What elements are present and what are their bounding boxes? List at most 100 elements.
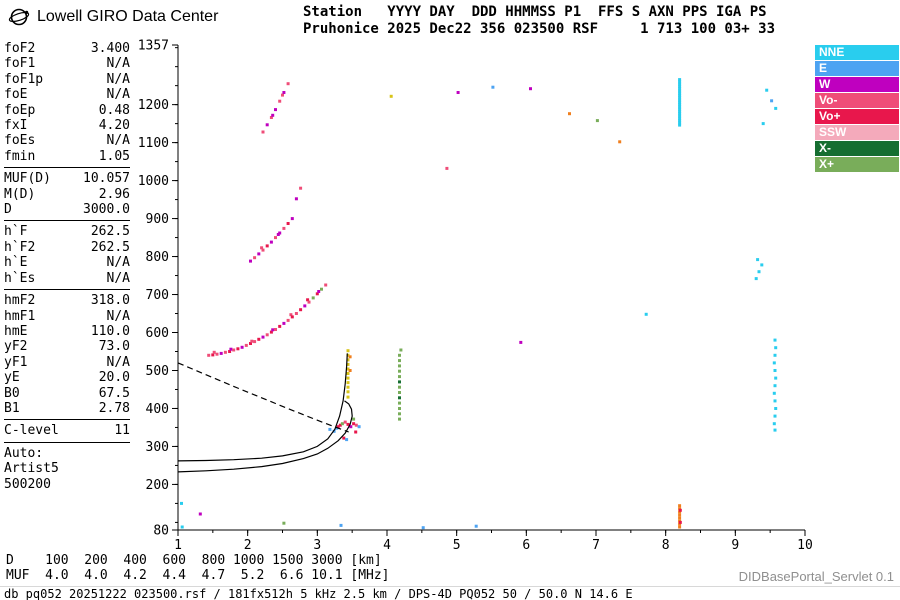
y-tick-label: 80 [153,524,169,539]
param-label: fxI [4,118,28,134]
giro-logo-icon [8,8,30,26]
y-tick-label: 1100 [138,136,169,151]
param-row-hme: hmE 110.0 [4,324,130,339]
auto-scaler-line: 500200 [4,476,51,492]
parameter-panel: foF2 3.400 foF1 N/A foF1p N/A foE N/A foEp 0.48 fx… [4,41,130,492]
param-label: D [4,202,12,218]
legend-item-ssw: SSW [815,125,899,140]
param-value: N/A [106,354,130,370]
x-tick-label: 9 [731,538,739,550]
param-label: MUF(D) [4,171,51,187]
y-tick-label: 1200 [138,98,169,113]
axes: 8020030040050060070080090010001100120013… [138,39,813,551]
x-tick-label: 7 [592,538,600,550]
x-tick-label: 1 [174,538,182,550]
y-tick-label: 900 [146,212,169,227]
param-value: 11 [114,423,130,439]
param-label: foEp [4,102,36,118]
param-value: 3000.0 [83,202,130,218]
param-label: hmF2 [4,293,36,309]
x-tick-label: 3 [313,538,321,550]
param-row-fof2: foF2 3.400 [4,41,130,56]
servlet-version: DIDBasePortal_Servlet 0.1 [738,569,894,584]
param-row-clevel: C-level 11 [4,423,130,438]
param-label: C-level [4,423,59,439]
param-label: hmE [4,323,28,339]
param-row-yf2: yF2 73.0 [4,339,130,354]
legend-item-e: E [815,61,899,76]
param-row-foes: foEs N/A [4,133,130,148]
y-tick-label: 500 [146,364,169,379]
param-value: 10.057 [83,171,130,187]
param-label: foF1 [4,56,36,72]
param-row-b0: B0 67.5 [4,386,130,401]
y-tick-label: 800 [146,250,169,265]
y-tick-label: 1000 [138,174,169,189]
x-tick-label: 10 [797,538,813,550]
param-label: h`F2 [4,239,36,255]
app-title: Lowell GIRO Data Center [37,8,219,25]
param-row-d: D 3000.0 [4,202,130,217]
param-value: 110.0 [90,323,130,339]
legend-item-nne: NNE [815,45,899,60]
y-tick-label: 700 [146,288,169,303]
legend-item-vo: Vo- [815,93,899,108]
param-value: 20.0 [98,370,130,386]
param-label: foE [4,87,28,103]
status-bar: db pq052 20251222 023500.rsf / 181fx512h… [0,586,900,600]
echo-points-layer [180,78,778,530]
param-value: 73.0 [98,339,130,355]
param-row-hmf1: hmF1 N/A [4,309,130,324]
header-values: Pruhonice 2025 Dec22 356 023500 RSF 1 71… [303,21,776,37]
profile-curves [177,353,353,473]
station-header: Station YYYY DAY DDD HHMMSS P1 FFS S AXN… [303,4,775,38]
param-value: N/A [106,87,130,103]
y-tick-label: 300 [146,440,169,455]
param-row-he: h`E N/A [4,255,130,270]
param-row-mufd: MUF(D) 10.057 [4,171,130,186]
param-value: N/A [106,270,130,286]
param-row-ye: yE 20.0 [4,370,130,385]
param-value: 3.400 [90,41,130,56]
param-row-fmin: fmin 1.05 [4,149,130,164]
legend-item-vo: Vo+ [815,109,899,124]
lowell-giro-brand: Lowell GIRO Data Center [8,6,218,28]
param-value: 318.0 [90,293,130,309]
param-row-hf2: h`F2 262.5 [4,240,130,255]
status-line: db pq052 20251222 023500.rsf / 181fx512h… [4,587,633,600]
y-tick-label: 400 [146,402,169,417]
param-label: B1 [4,400,20,416]
panel-divider [4,289,130,291]
param-value: 2.96 [98,186,130,202]
param-label: foEs [4,133,36,149]
param-label: h`F [4,224,28,240]
param-label: foF1p [4,71,44,87]
param-label: foF2 [4,41,36,56]
panel-divider [4,167,130,169]
param-value: 0.48 [98,102,130,118]
param-label: fmin [4,148,36,164]
param-label: h`E [4,255,28,271]
param-label: B0 [4,385,20,401]
param-label: yE [4,370,20,386]
param-row-fof1p: foF1p N/A [4,72,130,87]
legend-item-x: X+ [815,157,899,172]
param-row-b1: B1 2.78 [4,401,130,416]
param-value: N/A [106,71,130,87]
param-label: yF1 [4,354,28,370]
param-label: yF2 [4,339,28,355]
polarization-legend: NNE E W Vo- Vo+ SSW X- X+ [815,45,899,173]
param-value: N/A [106,308,130,324]
param-value: N/A [106,56,130,72]
param-value: 4.20 [98,118,130,134]
param-row-yf1: yF1 N/A [4,355,130,370]
panel-divider [4,441,130,443]
legend-item-w: W [815,77,899,92]
param-row-foep: foEp 0.48 [4,103,130,118]
auto-scaler-line: Artist5 [4,461,59,477]
param-value: 1.05 [98,148,130,164]
y-tick-label: 200 [146,478,169,493]
param-label: h`Es [4,270,36,286]
param-row-foe: foE N/A [4,87,130,102]
